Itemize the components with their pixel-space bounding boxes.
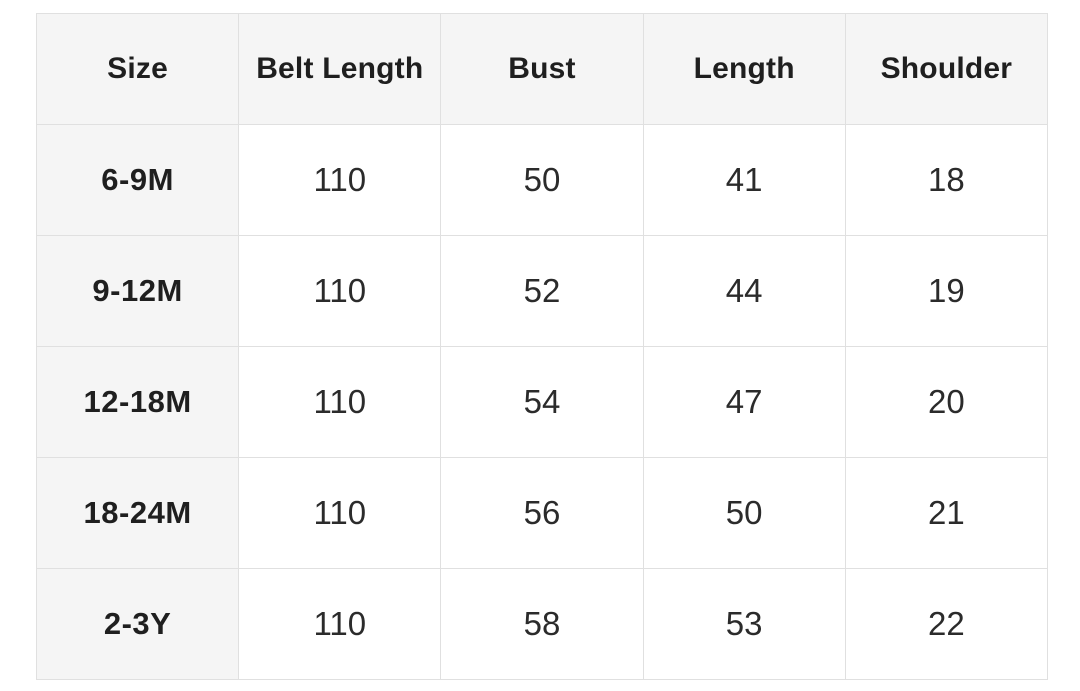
belt-length-cell: 110: [238, 235, 442, 347]
column-header-shoulder: Shoulder: [844, 13, 1049, 125]
column-header-bust: Bust: [440, 13, 644, 125]
bust-cell: 50: [440, 124, 644, 236]
table-row: 2-3Y 110 58 53 22: [35, 568, 1049, 680]
bust-cell: 58: [440, 568, 644, 680]
bust-cell: 54: [440, 346, 644, 458]
column-header-length: Length: [642, 13, 846, 125]
belt-length-cell: 110: [238, 457, 442, 569]
shoulder-cell: 21: [844, 457, 1049, 569]
length-cell: 41: [642, 124, 846, 236]
length-cell: 44: [642, 235, 846, 347]
table-row: 12-18M 110 54 47 20: [35, 346, 1049, 458]
shoulder-cell: 20: [844, 346, 1049, 458]
size-chart-header-row: Size Belt Length Bust Length Shoulder: [35, 13, 1049, 125]
row-header: 2-3Y: [35, 568, 240, 680]
size-chart-table: Size Belt Length Bust Length Shoulder 6-…: [35, 13, 1049, 680]
shoulder-cell: 18: [844, 124, 1049, 236]
row-header: 18-24M: [35, 457, 240, 569]
length-cell: 50: [642, 457, 846, 569]
row-header: 12-18M: [35, 346, 240, 458]
table-row: 9-12M 110 52 44 19: [35, 235, 1049, 347]
table-row: 6-9M 110 50 41 18: [35, 124, 1049, 236]
column-header-size: Size: [35, 13, 240, 125]
shoulder-cell: 19: [844, 235, 1049, 347]
shoulder-cell: 22: [844, 568, 1049, 680]
column-header-belt-length: Belt Length: [238, 13, 442, 125]
belt-length-cell: 110: [238, 568, 442, 680]
row-header: 6-9M: [35, 124, 240, 236]
bust-cell: 56: [440, 457, 644, 569]
bust-cell: 52: [440, 235, 644, 347]
row-header: 9-12M: [35, 235, 240, 347]
length-cell: 53: [642, 568, 846, 680]
belt-length-cell: 110: [238, 124, 442, 236]
table-row: 18-24M 110 56 50 21: [35, 457, 1049, 569]
belt-length-cell: 110: [238, 346, 442, 458]
length-cell: 47: [642, 346, 846, 458]
size-chart-body: 6-9M 110 50 41 18 9-12M 110 52 44 19 12-…: [35, 124, 1049, 680]
